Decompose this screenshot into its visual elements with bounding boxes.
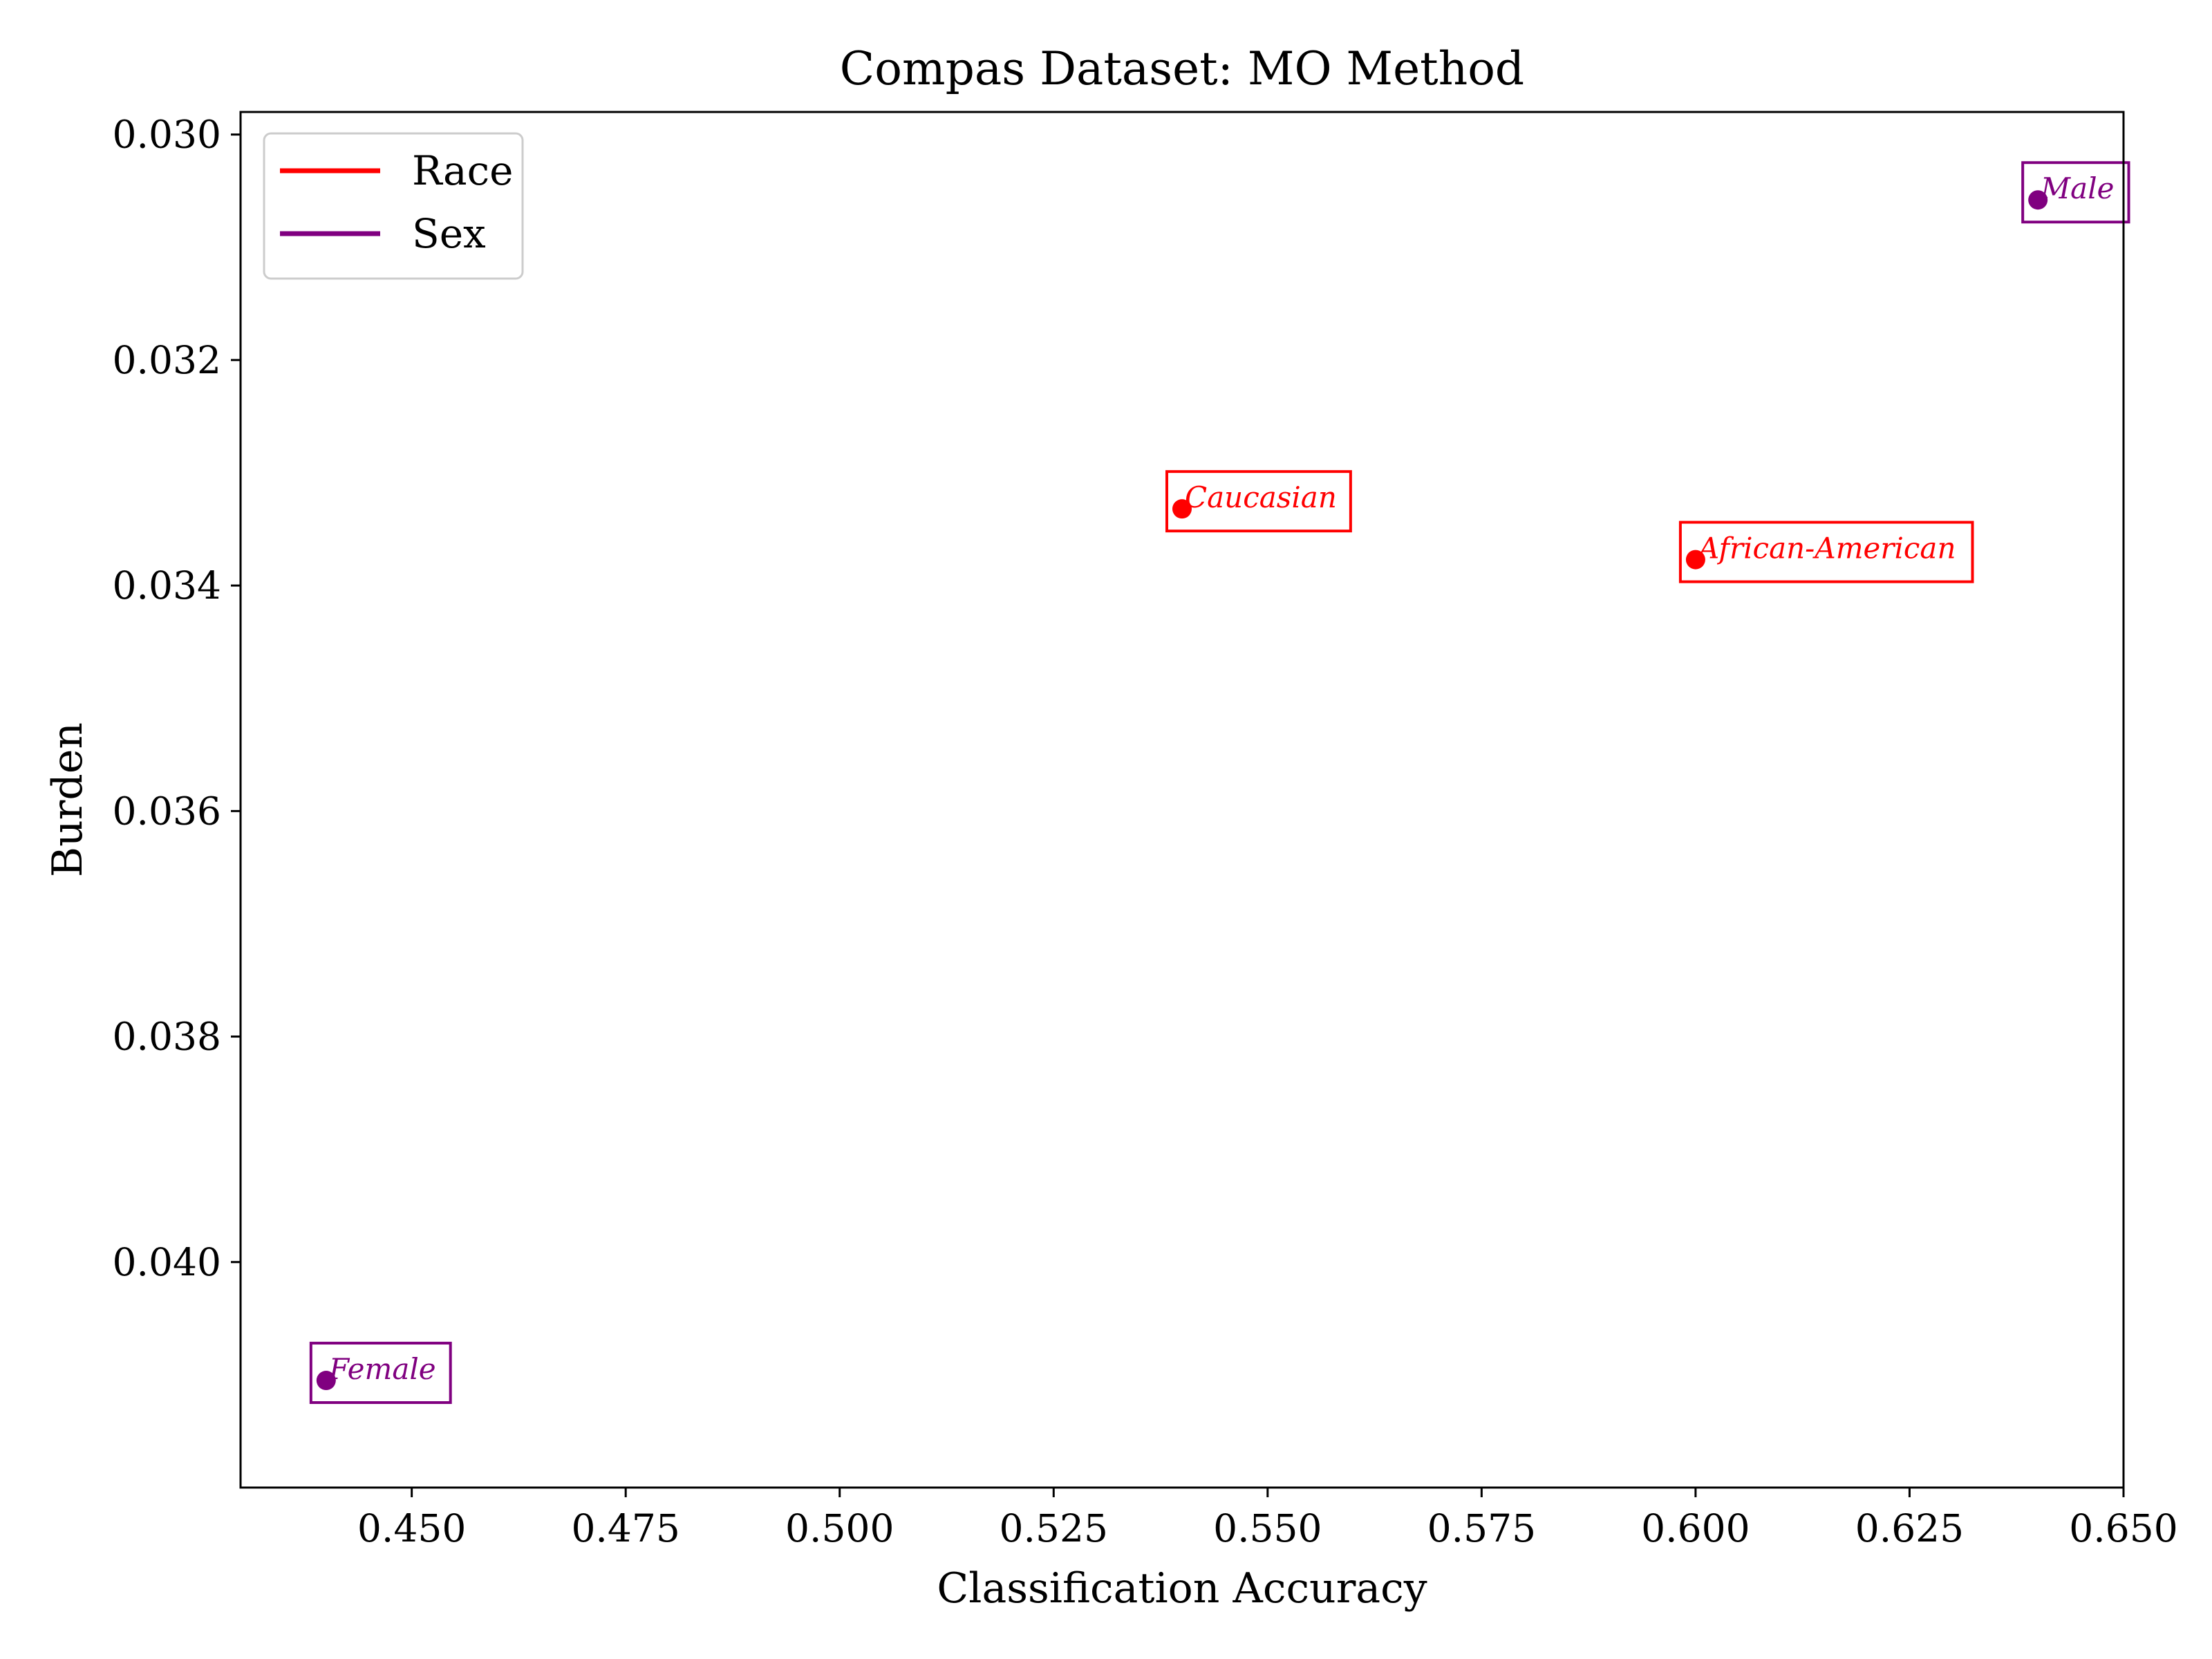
chart-title: Compas Dataset: MO Method <box>840 42 1524 95</box>
y-tick-label: 0.030 <box>113 113 221 157</box>
legend-race-label: Race <box>412 147 513 194</box>
legend: Race Sex <box>263 132 524 280</box>
data-point-group: Caucasian <box>1165 470 1352 533</box>
x-tick-label: 0.475 <box>571 1506 679 1550</box>
point-label: Male <box>2040 171 2114 205</box>
y-tick-label: 0.034 <box>113 563 221 608</box>
x-axis-label: Classification Accuracy <box>937 1564 1427 1613</box>
y-tick-label: 0.036 <box>113 789 221 833</box>
x-tick-label: 0.550 <box>1213 1506 1322 1550</box>
x-tick-label: 0.575 <box>1427 1506 1536 1550</box>
axis-ticks: 0.450 0.475 0.500 0.525 0.550 0.575 0.600 0.625… <box>113 113 2178 1550</box>
y-axis-label: Burden <box>44 722 92 877</box>
x-tick-label: 0.600 <box>1641 1506 1750 1550</box>
plot-frame <box>239 111 2125 1489</box>
x-tick-label: 0.625 <box>1855 1506 1964 1550</box>
data-point-group: Male <box>2021 161 2130 224</box>
y-tick-label: 0.040 <box>113 1240 221 1284</box>
point-label: Female <box>328 1352 436 1386</box>
x-tick-label: 0.650 <box>2069 1506 2177 1550</box>
data-point-group: Female <box>309 1342 452 1405</box>
data-points: Caucasian African-American Male Female <box>309 161 2130 1405</box>
x-tick-label: 0.525 <box>1000 1506 1108 1550</box>
x-tick-label: 0.500 <box>785 1506 894 1550</box>
point-label: African-American <box>1696 532 1956 565</box>
scatter-point <box>1172 499 1192 519</box>
point-label-box <box>2021 161 2130 224</box>
point-label: Caucasian <box>1185 480 1337 514</box>
point-label-box <box>1678 521 1974 583</box>
legend-sex-label: Sex <box>412 210 486 257</box>
data-point-group: African-American <box>1678 521 1974 583</box>
point-label-box <box>309 1342 452 1405</box>
y-tick-label: 0.038 <box>113 1015 221 1059</box>
scatter-point <box>2028 190 2048 210</box>
scatter-point <box>316 1371 336 1391</box>
scatter-point <box>1685 550 1705 570</box>
y-tick-label: 0.032 <box>113 338 221 382</box>
x-tick-label: 0.450 <box>357 1506 466 1550</box>
point-label-box <box>1165 470 1352 533</box>
